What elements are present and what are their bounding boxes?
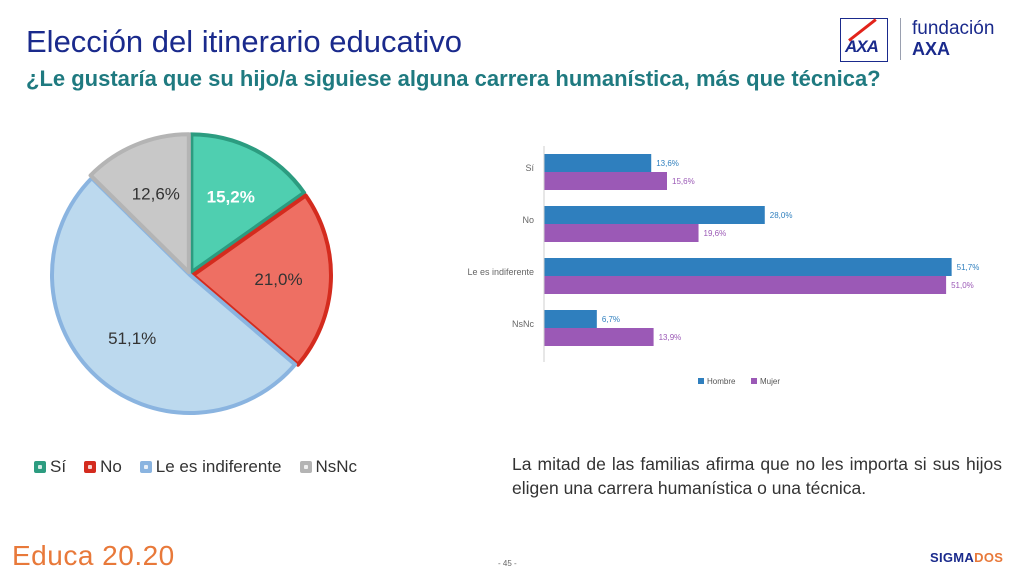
pie-legend-label-nsnc: NsNc xyxy=(315,457,358,476)
logo-divider xyxy=(900,18,901,60)
bar-legend-label-hombre: Hombre xyxy=(707,377,736,386)
bar-chart: Sí 13,6% 15,6% No 28,0% 19,6% Le es indiferent… xyxy=(467,146,980,386)
pie-legend-swatch-nsnc xyxy=(299,461,312,473)
bar-label-mujer-indiferente: 51,0% xyxy=(951,281,974,290)
bar-label-mujer-no: 19,6% xyxy=(704,229,727,238)
pie-legend-item-indiferente: Le es indiferente xyxy=(139,457,282,477)
pie-chart: 15,2% 21,0% 51,1% 12,6% xyxy=(50,132,333,415)
bar-mujer-no xyxy=(544,224,699,242)
educa-2020-logo: Educa 20.20 xyxy=(12,540,175,571)
pie-data-label-si: 15,2% xyxy=(207,187,255,206)
bar-category-label-nsnc: NsNc xyxy=(512,319,534,329)
pie-slice-indiferente xyxy=(50,176,298,415)
axa-logo-box: AXA xyxy=(840,18,888,62)
bar-label-mujer-nsnc: 13,9% xyxy=(659,333,682,342)
page-title: Elección del itinerario educativo xyxy=(26,24,462,59)
logo-line-fundacion: fundación xyxy=(912,18,995,39)
bar-category-label-indiferente: Le es indiferente xyxy=(467,267,534,277)
pie-slice-nsnc xyxy=(88,132,191,275)
bar-mujer-si xyxy=(544,172,667,190)
pie-legend-label-no: No xyxy=(100,457,122,476)
bar-label-hombre-nsnc: 6,7% xyxy=(602,315,620,324)
bar-hombre-no xyxy=(544,206,765,224)
pie-legend: Sí No Le es indiferente NsNc xyxy=(34,457,357,477)
sigmados-logo-part-1: SIGMA xyxy=(930,550,975,565)
bar-category-label-no: No xyxy=(522,215,534,225)
fundacion-axa-logo: AXA fundación AXA xyxy=(840,16,1010,64)
pie-data-label-no: 21,0% xyxy=(254,270,302,289)
bar-label-hombre-si: 13,6% xyxy=(656,159,679,168)
bar-hombre-nsnc xyxy=(544,310,597,328)
bar-legend-label-mujer: Mujer xyxy=(760,377,780,386)
bar-label-mujer-si: 15,6% xyxy=(672,177,695,186)
logo-line-axa: AXA xyxy=(912,39,951,59)
summary-caption: La mitad de las familias afirma que no l… xyxy=(512,454,1002,498)
bar-mujer-nsnc xyxy=(544,328,654,346)
pie-legend-item-nsnc: NsNc xyxy=(299,457,358,477)
bar-legend-swatch-mujer xyxy=(751,378,757,384)
bar-mujer-indiferente xyxy=(544,276,947,294)
pie-data-label-nsnc: 12,6% xyxy=(132,184,180,203)
pie-legend-item-no: No xyxy=(84,457,122,477)
pie-slice-si xyxy=(189,132,307,275)
bar-category-label-si: Sí xyxy=(525,163,534,173)
bar-hombre-indiferente xyxy=(544,258,952,276)
bar-hombre-si xyxy=(544,154,652,172)
pie-legend-swatch-no xyxy=(84,461,97,473)
pie-slice-no xyxy=(190,193,333,367)
pie-data-label-indiferente: 51,1% xyxy=(108,329,156,348)
pie-legend-item-si: Sí xyxy=(34,457,66,477)
pie-legend-swatch-indiferente xyxy=(139,461,152,473)
page-subtitle: ¿Le gustaría que su hijo/a siguiese algu… xyxy=(26,66,881,91)
page-number: - 45 - xyxy=(498,559,517,568)
pie-legend-swatch-si xyxy=(34,461,46,473)
pie-legend-label-si: Sí xyxy=(50,457,67,476)
sigmados-logo-part-2: DOS xyxy=(974,550,1004,565)
bar-legend-swatch-hombre xyxy=(698,378,704,384)
bar-label-hombre-no: 28,0% xyxy=(770,211,793,220)
pie-legend-label-indiferente: Le es indiferente xyxy=(155,457,282,476)
bar-label-hombre-indiferente: 51,7% xyxy=(957,263,980,272)
axa-logo-mark: AXA xyxy=(845,37,879,56)
sigmados-logo: SIGMADOS xyxy=(930,550,1003,565)
